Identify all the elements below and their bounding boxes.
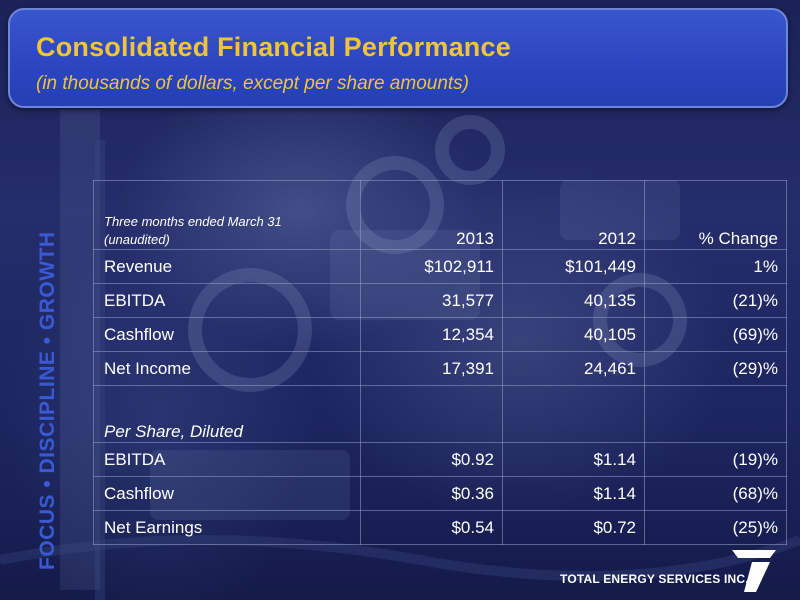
- value-2013: 17,391: [360, 351, 503, 386]
- empty-cell: [644, 385, 787, 443]
- row-label: Net Income: [93, 351, 361, 386]
- value-2012: 40,105: [502, 317, 645, 352]
- vertical-tagline: FOCUS • DISCIPLINE • GROWTH: [36, 231, 59, 570]
- table-row: Cashflow 12,354 40,105 (69)%: [93, 317, 787, 352]
- table-row: Net Earnings $0.54 $0.72 (25)%: [93, 510, 787, 545]
- page-subtitle: (in thousands of dollars, except per sha…: [36, 73, 470, 94]
- financial-table: Three months ended March 31 (unaudited) …: [93, 180, 787, 545]
- row-label: EBITDA: [93, 283, 361, 318]
- value-2013: 31,577: [360, 283, 503, 318]
- value-change: (19)%: [644, 442, 787, 477]
- value-2013: $102,911: [360, 249, 503, 284]
- value-change: (29)%: [644, 351, 787, 386]
- company-logo: TOTAL ENERGY SERVICES INC.: [560, 546, 790, 596]
- value-2012: $1.14: [502, 442, 645, 477]
- company-name: TOTAL ENERGY SERVICES INC.: [560, 572, 749, 586]
- value-2012: $101,449: [502, 249, 645, 284]
- row-label: Revenue: [93, 249, 361, 284]
- value-2013: $0.36: [360, 476, 503, 511]
- per-share-heading: Per Share, Diluted: [93, 385, 361, 443]
- value-2012: $1.14: [502, 476, 645, 511]
- period-label-cell: Three months ended March 31 (unaudited): [93, 180, 361, 250]
- table-row: Cashflow $0.36 $1.14 (68)%: [93, 476, 787, 511]
- table-row: Net Income 17,391 24,461 (29)%: [93, 351, 787, 386]
- value-2012: $0.72: [502, 510, 645, 545]
- empty-cell: [502, 385, 645, 443]
- row-label: Cashflow: [93, 317, 361, 352]
- value-2013: $0.92: [360, 442, 503, 477]
- column-header-change: % Change: [644, 180, 787, 250]
- value-2012: 40,135: [502, 283, 645, 318]
- value-change: (25)%: [644, 510, 787, 545]
- table-row: EBITDA 31,577 40,135 (21)%: [93, 283, 787, 318]
- table-row: EBITDA $0.92 $1.14 (19)%: [93, 442, 787, 477]
- column-header-2013: 2013: [360, 180, 503, 250]
- empty-cell: [360, 385, 503, 443]
- value-change: (68)%: [644, 476, 787, 511]
- value-change: (69)%: [644, 317, 787, 352]
- unaudited-label: (unaudited): [104, 232, 170, 247]
- value-2012: 24,461: [502, 351, 645, 386]
- row-label: Cashflow: [93, 476, 361, 511]
- column-header-2012: 2012: [502, 180, 645, 250]
- logo-mark-icon: [732, 550, 776, 592]
- value-2013: 12,354: [360, 317, 503, 352]
- value-change: (21)%: [644, 283, 787, 318]
- value-change: 1%: [644, 249, 787, 284]
- header-banner: Consolidated Financial Performance (in t…: [8, 8, 788, 108]
- row-label: EBITDA: [93, 442, 361, 477]
- table-header-row: Three months ended March 31 (unaudited) …: [93, 180, 787, 250]
- table-row: Revenue $102,911 $101,449 1%: [93, 249, 787, 284]
- page-title: Consolidated Financial Performance: [36, 32, 511, 62]
- row-label: Net Earnings: [93, 510, 361, 545]
- per-share-section-row: Per Share, Diluted: [93, 385, 787, 443]
- period-label: Three months ended March 31: [104, 214, 282, 229]
- value-2013: $0.54: [360, 510, 503, 545]
